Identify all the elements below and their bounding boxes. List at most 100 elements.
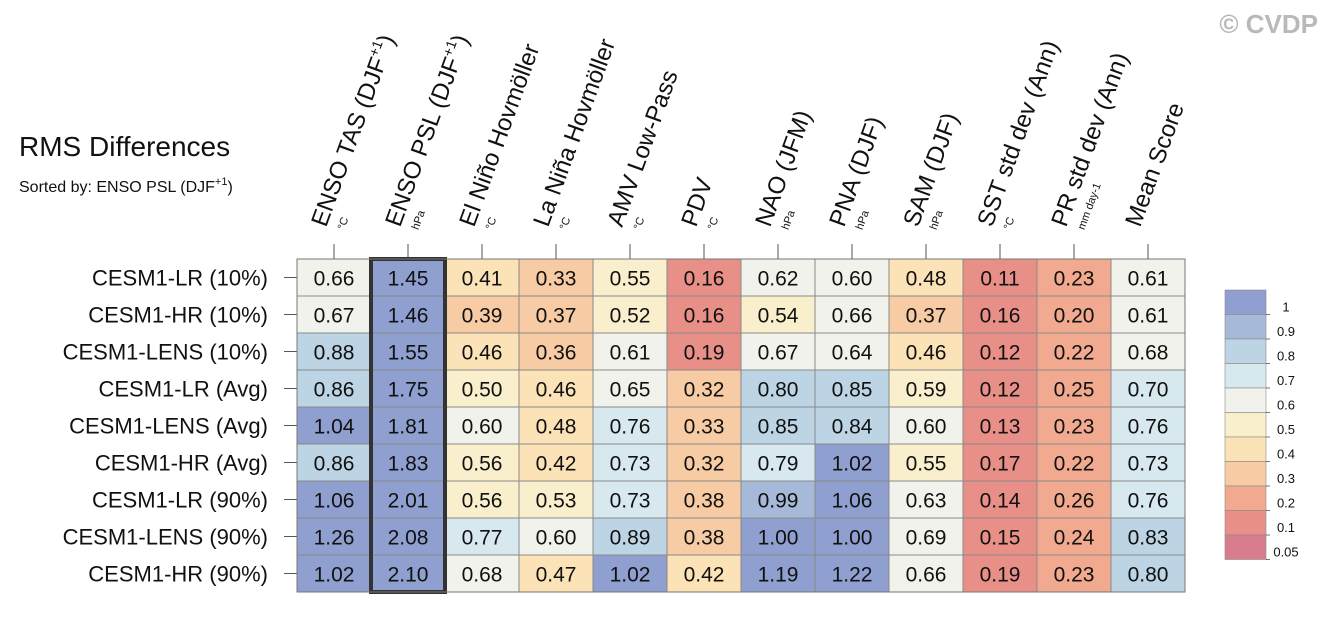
cell-value: 0.99	[758, 490, 799, 513]
cell-value: 0.85	[832, 379, 873, 402]
cell-value: 1.04	[314, 416, 355, 439]
cell-value: 0.62	[758, 268, 799, 291]
heatmap-cell	[666, 480, 742, 519]
colorbar-swatch	[1224, 289, 1267, 315]
heatmap-cell	[740, 332, 816, 371]
row-label: CESM1-LR (Avg)	[98, 377, 268, 402]
cell-value: 0.54	[758, 305, 799, 328]
chart-subtitle: Sorted by: ENSO PSL (DJF+1)	[19, 176, 233, 196]
cell-value: 0.46	[536, 379, 577, 402]
cell-value: 0.42	[536, 453, 577, 476]
heatmap-cell	[444, 406, 520, 445]
cell-value: 0.79	[758, 453, 799, 476]
column-unit: °C	[706, 216, 722, 232]
column-unit: °C	[558, 216, 574, 232]
heatmap-cell	[296, 369, 372, 408]
heatmap-cell	[1036, 369, 1112, 408]
heatmap-cell	[296, 332, 372, 371]
cell-value: 2.10	[388, 564, 429, 587]
cell-value: 0.73	[1128, 453, 1169, 476]
heatmap-cell	[888, 295, 964, 334]
heatmap-cell	[1036, 295, 1112, 334]
heatmap-cell	[814, 258, 890, 297]
column-label: ENSO TAS (DJF+1)	[304, 31, 400, 231]
cell-value: 0.56	[462, 453, 503, 476]
heatmap-cell	[518, 443, 594, 482]
cell-value: 0.24	[1054, 527, 1095, 550]
heatmap-cell	[592, 554, 668, 593]
row-label: CESM1-HR (Avg)	[95, 451, 268, 476]
cell-value: 0.83	[1128, 527, 1169, 550]
cell-value: 0.67	[758, 342, 799, 365]
cell-value: 0.67	[314, 305, 355, 328]
cell-value: 0.46	[462, 342, 503, 365]
heatmap-cell	[888, 554, 964, 593]
column-header: NAO (JFM)hPa	[750, 107, 817, 232]
heatmap-cell	[370, 332, 446, 371]
cell-value: 1.00	[832, 527, 873, 550]
heatmap-border	[296, 258, 1186, 593]
cell-value: 0.48	[906, 268, 947, 291]
cell-value: 0.33	[536, 268, 577, 291]
colorbar-swatch	[1224, 363, 1267, 389]
heatmap-cell	[962, 406, 1038, 445]
cell-value: 1.06	[314, 490, 355, 513]
cell-value: 0.11	[980, 268, 1019, 291]
chart-title: RMS Differences	[19, 131, 230, 162]
row-label: CESM1-HR (10%)	[88, 303, 268, 328]
cell-value: 0.69	[906, 527, 947, 550]
heatmap-cell	[814, 369, 890, 408]
heatmap-cell	[518, 554, 594, 593]
cell-value: 2.08	[388, 527, 429, 550]
cell-value: 0.16	[684, 268, 725, 291]
column-label: PNA (DJF)	[824, 113, 889, 230]
cell-value: 0.85	[758, 416, 799, 439]
colorbar-label: 0.9	[1277, 324, 1295, 339]
cell-value: 0.17	[980, 453, 1021, 476]
cell-value: 0.56	[462, 490, 503, 513]
cell-value: 0.32	[684, 453, 725, 476]
cell-value: 0.73	[610, 490, 651, 513]
cell-value: 0.68	[462, 564, 503, 587]
heatmap-cell	[518, 517, 594, 556]
heatmap-cell	[740, 480, 816, 519]
cell-value: 0.68	[1128, 342, 1169, 365]
cell-value: 0.60	[536, 527, 577, 550]
colorbar-swatch	[1224, 510, 1267, 536]
cell-value: 0.84	[832, 416, 873, 439]
column-label: El Niño Hovmöller	[454, 40, 545, 230]
cell-value: 1.02	[610, 564, 651, 587]
row-label: CESM1-LENS (Avg)	[69, 414, 268, 439]
heatmap-cell	[296, 517, 372, 556]
colorbar-label: 0.7	[1277, 373, 1295, 388]
heatmap-cell	[814, 554, 890, 593]
column-unit: hPa	[854, 208, 872, 231]
heatmap-cell	[888, 369, 964, 408]
cell-value: 0.61	[1128, 268, 1169, 291]
row-label: CESM1-HR (90%)	[88, 562, 268, 587]
column-label: ENSO PSL (DJF+1)	[378, 31, 474, 231]
heatmap-cell	[296, 443, 372, 482]
column-unit: °C	[1002, 216, 1018, 232]
column-header: PNA (DJF)hPa	[824, 113, 889, 231]
cell-value: 1.26	[314, 527, 355, 550]
cell-value: 1.45	[388, 268, 429, 291]
heatmap-cell	[1110, 258, 1186, 297]
heatmap-cell	[814, 295, 890, 334]
cell-value: 0.22	[1054, 342, 1095, 365]
cell-value: 0.37	[536, 305, 577, 328]
column-label: SAM (DJF)	[898, 109, 964, 230]
heatmap-cell	[962, 258, 1038, 297]
heatmap-cell	[592, 480, 668, 519]
cell-value: 0.60	[832, 268, 873, 291]
watermark: © CVDP	[1219, 9, 1318, 39]
cell-value: 0.53	[536, 490, 577, 513]
cell-value: 0.23	[1054, 268, 1095, 291]
cell-value: 0.46	[906, 342, 947, 365]
cell-value: 0.48	[536, 416, 577, 439]
heatmap-cell	[888, 480, 964, 519]
cell-value: 0.59	[906, 379, 947, 402]
cell-value: 0.61	[1128, 305, 1169, 328]
cell-value: 0.73	[610, 453, 651, 476]
cell-value: 0.16	[980, 305, 1021, 328]
